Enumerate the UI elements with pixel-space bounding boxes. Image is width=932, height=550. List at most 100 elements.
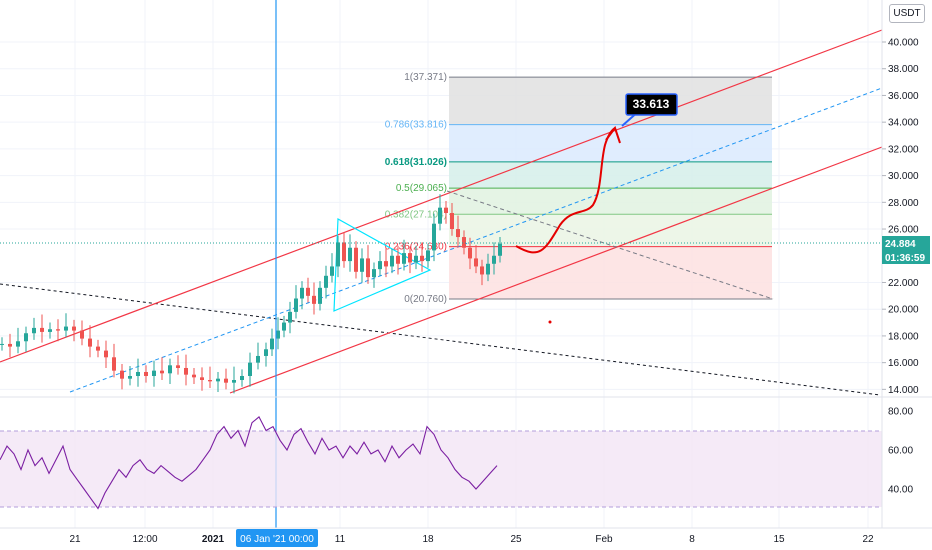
time-tick-label: 8 bbox=[689, 534, 695, 545]
candle-body bbox=[318, 287, 322, 304]
price-tick-label: 40.000 bbox=[888, 38, 919, 49]
candle-body bbox=[88, 338, 92, 347]
rsi-axis[interactable]: 80.00 60.00 40.00 bbox=[888, 407, 913, 496]
candle-body bbox=[294, 298, 298, 312]
candle-body bbox=[360, 258, 364, 272]
candle-body bbox=[312, 295, 316, 304]
candle-body bbox=[56, 329, 60, 331]
candle-body bbox=[378, 261, 382, 270]
fib-zone bbox=[449, 246, 772, 300]
candle-body bbox=[8, 343, 12, 347]
candle-body bbox=[426, 250, 430, 262]
channel-upper-line[interactable] bbox=[0, 29, 883, 363]
channel-lower-line[interactable] bbox=[229, 146, 883, 394]
price-tick-label: 28.000 bbox=[888, 198, 919, 209]
candle-body bbox=[152, 370, 156, 376]
candle-body bbox=[24, 333, 28, 342]
candle-body bbox=[366, 258, 370, 278]
countdown-value: 01:36:59 bbox=[885, 253, 925, 264]
candle-body bbox=[276, 330, 280, 339]
candle-body bbox=[144, 371, 148, 376]
currency-selector[interactable]: USDT bbox=[889, 4, 925, 23]
fib-level-label: 1(37.371) bbox=[404, 72, 447, 83]
fib-level-label: 0.382(27.104) bbox=[385, 209, 447, 220]
candle-body bbox=[72, 326, 76, 331]
candle-body bbox=[176, 365, 180, 368]
time-tick-label: Feb bbox=[595, 534, 613, 545]
candle-body bbox=[450, 213, 454, 230]
candle-body bbox=[282, 322, 286, 331]
candle-body bbox=[306, 287, 310, 296]
candle-body bbox=[414, 255, 418, 263]
candle-body bbox=[438, 207, 442, 224]
rsi-tick-label: 60.00 bbox=[888, 446, 913, 457]
channel-mid-line[interactable] bbox=[69, 87, 883, 393]
candle-body bbox=[462, 237, 466, 248]
candle-body bbox=[80, 330, 84, 339]
candle-body bbox=[64, 326, 68, 331]
candle-body bbox=[420, 255, 424, 262]
candle-body bbox=[354, 247, 358, 272]
price-tick-label: 16.000 bbox=[888, 358, 919, 369]
candle-body bbox=[208, 380, 212, 382]
candle-body bbox=[224, 378, 228, 383]
price-tick-label: 14.000 bbox=[888, 385, 919, 396]
price-tick-label: 26.000 bbox=[888, 225, 919, 236]
fib-zone bbox=[449, 124, 772, 162]
candles bbox=[0, 194, 502, 394]
candle-body bbox=[330, 266, 334, 276]
candle-body bbox=[474, 258, 478, 267]
candle-body bbox=[480, 266, 484, 275]
candle-body bbox=[348, 247, 352, 262]
candle-body bbox=[136, 371, 140, 376]
rsi-band bbox=[0, 431, 882, 507]
fib-level-label: 0.618(31.026) bbox=[385, 157, 447, 168]
projection-arrowhead bbox=[605, 125, 621, 144]
price-axis[interactable]: 40.000 38.000 36.000 34.000 32.000 30.000 28.0… bbox=[882, 38, 919, 396]
candle-body bbox=[498, 243, 502, 256]
rsi-tick-label: 40.00 bbox=[888, 485, 913, 496]
fib-zone bbox=[449, 77, 772, 125]
fib-level-label: 0(20.760) bbox=[404, 294, 447, 305]
fib-level-label: 0.5(29.065) bbox=[396, 183, 447, 194]
candle-body bbox=[48, 329, 52, 332]
candle-body bbox=[264, 349, 268, 356]
candle-body bbox=[468, 247, 472, 259]
time-tick-label: 18 bbox=[422, 534, 434, 545]
candle-body bbox=[192, 374, 196, 378]
candle-body bbox=[456, 229, 460, 238]
price-tick-label: 32.000 bbox=[888, 144, 919, 155]
candle-body bbox=[432, 223, 436, 251]
fib-zone bbox=[449, 214, 772, 247]
candle-body bbox=[270, 338, 274, 350]
time-tick-label: 2021 bbox=[202, 534, 225, 545]
candle-body bbox=[128, 376, 132, 379]
candle-body bbox=[248, 362, 252, 376]
time-axis[interactable]: 21 12:00 2021 11 18 25 Feb 8 15 22 bbox=[69, 534, 874, 545]
candle-body bbox=[104, 350, 108, 358]
fib-level-label: 0.786(33.816) bbox=[385, 120, 447, 131]
price-tick-label: 30.000 bbox=[888, 171, 919, 182]
candle-body bbox=[40, 327, 44, 332]
candle-body bbox=[120, 370, 124, 379]
candle-body bbox=[396, 255, 400, 264]
target-callout-label: 33.613 bbox=[633, 97, 670, 111]
price-tick-label: 20.000 bbox=[888, 305, 919, 316]
red-dot-marker bbox=[548, 320, 552, 324]
time-cursor-tag bbox=[236, 529, 318, 547]
fib-zone bbox=[449, 161, 772, 189]
downtrend-dashed-line[interactable] bbox=[0, 283, 881, 396]
fib-retracement[interactable]: 1(37.371) 0.786(33.816) 0.618(31.026) 0.5(2… bbox=[385, 72, 772, 305]
fib-diagonal-dashed[interactable] bbox=[446, 190, 774, 300]
candle-body bbox=[336, 242, 340, 267]
candle-body bbox=[0, 343, 4, 345]
candle-body bbox=[232, 380, 236, 383]
time-tick-label: 12:00 bbox=[132, 534, 157, 545]
candle-body bbox=[200, 377, 204, 381]
rsi-tick-label: 80.00 bbox=[888, 407, 913, 418]
candle-body bbox=[240, 376, 244, 381]
price-tick-label: 22.000 bbox=[888, 278, 919, 289]
target-callout-box[interactable] bbox=[625, 93, 678, 116]
price-tick-label: 34.000 bbox=[888, 118, 919, 129]
